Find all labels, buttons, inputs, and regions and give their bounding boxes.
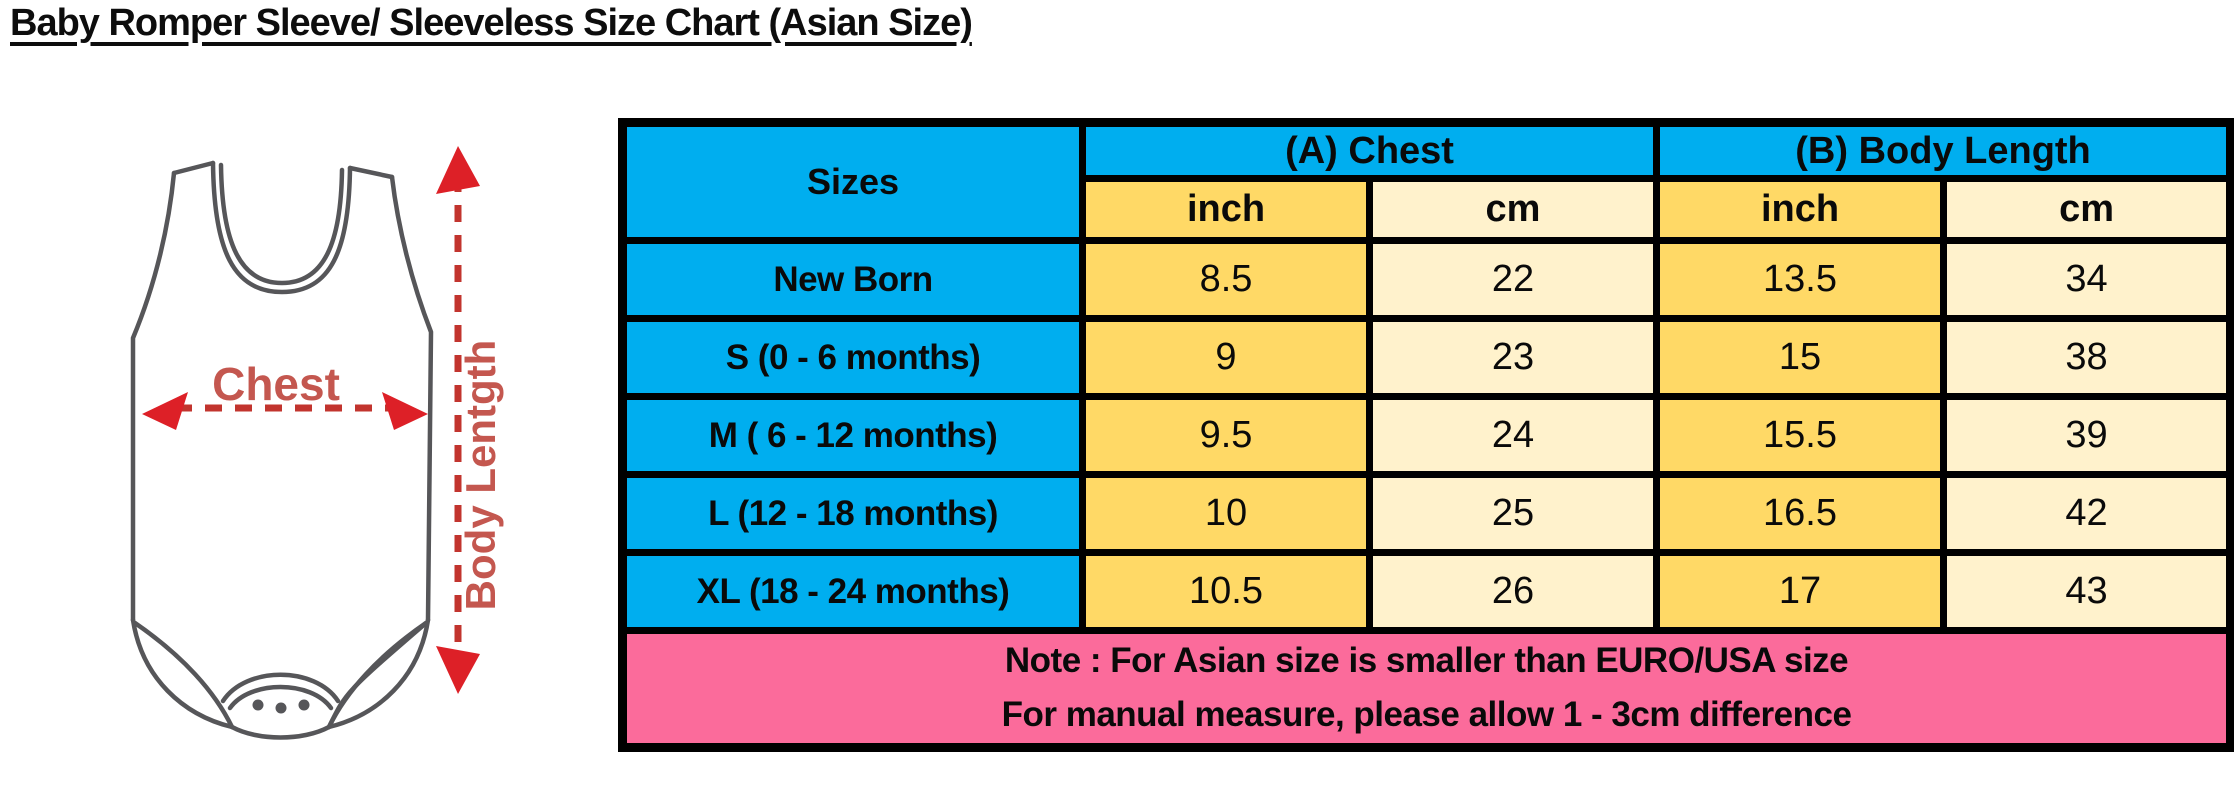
value-cell: 26 <box>1365 549 1661 634</box>
sizes-header-cell: Sizes <box>619 119 1086 244</box>
value-cell: 43 <box>1940 549 2234 634</box>
value-cell: 10 <box>1079 471 1373 556</box>
value-cell: 8.5 <box>1079 237 1373 322</box>
table-row-m: M ( 6 - 12 months) 9.5 24 15.5 39 <box>619 393 2234 478</box>
note-line-2: For manual measure, please allow 1 - 3cm… <box>1001 695 1852 735</box>
value-cell: 38 <box>1940 315 2234 400</box>
value-cell: 15 <box>1653 315 1948 400</box>
body-length-arrowhead-top <box>436 146 480 194</box>
size-name-cell: S (0 - 6 months) <box>619 315 1086 400</box>
romper-outline <box>130 160 434 740</box>
chest-label: Chest <box>212 358 340 410</box>
value-cell: 15.5 <box>1653 393 1948 478</box>
romper-illustration: Chest Body Lentgth <box>130 146 504 740</box>
unit-header-row: inch cm inch cm <box>623 175 2234 244</box>
body-length-measure-arrow: Body Lentgth <box>436 146 504 694</box>
value-cell: 24 <box>1365 393 1661 478</box>
value-cell: 10.5 <box>1079 549 1373 634</box>
body-length-label: Body Lentgth <box>457 340 504 611</box>
chest-group-header: (A) Chest <box>1078 119 1661 182</box>
size-name-cell: M ( 6 - 12 months) <box>619 393 1086 478</box>
value-cell: 34 <box>1940 237 2234 322</box>
body-length-group-header: (B) Body Length <box>1653 119 2234 182</box>
chest-arrowhead-left <box>142 392 188 430</box>
size-table: Sizes (A) Chest (B) Body Length inch cm … <box>618 118 2234 752</box>
note-line-1: Note : For Asian size is smaller than EU… <box>1004 641 1849 680</box>
size-name-cell: XL (18 - 24 months) <box>619 549 1086 634</box>
size-name-cell: L (12 - 18 months) <box>619 471 1086 556</box>
snap-dots <box>252 699 310 714</box>
value-cell: 23 <box>1365 315 1661 400</box>
table-row-newborn: New Born 8.5 22 13.5 34 <box>619 237 2234 322</box>
note-cell: Note : For Asian size is smaller than EU… <box>618 627 2234 751</box>
table-row-xl: XL (18 - 24 months) 10.5 26 17 43 <box>619 549 2234 634</box>
value-cell: 16.5 <box>1653 471 1948 556</box>
table-row-s: S (0 - 6 months) 9 23 15 38 <box>619 315 2234 400</box>
note-row: Note : For Asian size is smaller than EU… <box>618 627 2234 751</box>
unit-header-chest-cm: cm <box>1365 175 1661 244</box>
value-cell: 42 <box>1940 471 2234 556</box>
body-length-arrowhead-bottom <box>436 646 480 694</box>
unit-header-length-inch: inch <box>1653 175 1948 244</box>
value-cell: 9.5 <box>1079 393 1373 478</box>
chest-arrowhead-right <box>382 392 428 430</box>
table-row-l: L (12 - 18 months) 10 25 16.5 42 <box>619 471 2234 556</box>
value-cell: 25 <box>1365 471 1661 556</box>
unit-header-chest-inch: inch <box>1079 175 1373 244</box>
value-cell: 13.5 <box>1653 237 1948 322</box>
value-cell: 39 <box>1940 393 2234 478</box>
value-cell: 22 <box>1365 237 1661 322</box>
unit-header-length-cm: cm <box>1940 175 2234 244</box>
chest-measure-arrow: Chest <box>142 358 428 430</box>
value-cell: 17 <box>1653 549 1948 634</box>
group-header-row: Sizes (A) Chest (B) Body Length <box>619 119 2234 244</box>
value-cell: 9 <box>1079 315 1373 400</box>
page-title: Baby Romper Sleeve/ Sleeveless Size Char… <box>10 2 973 44</box>
size-name-cell: New Born <box>619 237 1086 322</box>
romper-diagram: Chest Body Lentgth <box>80 100 580 760</box>
